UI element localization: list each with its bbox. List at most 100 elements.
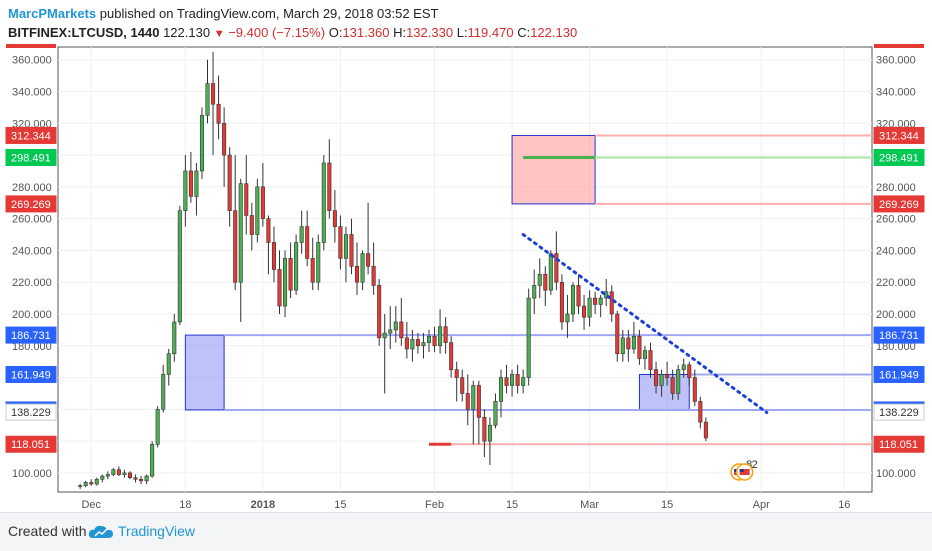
last-price: 122.130: [163, 25, 211, 40]
y-tick-label-right: 240.000: [876, 245, 916, 257]
level-label-right: 269.269: [879, 199, 919, 211]
candle-body: [454, 369, 459, 378]
low-value: 119.470: [467, 25, 514, 40]
candle-body: [94, 478, 99, 485]
candle-body: [271, 242, 276, 270]
candle-body: [548, 253, 553, 291]
x-tick-label: Apr: [753, 499, 770, 511]
level-badge-right: [873, 148, 925, 166]
candle-body: [698, 401, 703, 423]
candle-body: [532, 285, 537, 299]
candle-body: [260, 186, 265, 219]
candle-body: [100, 475, 105, 480]
candle-body: [216, 103, 221, 124]
y-tick-label-left: 320.000: [12, 118, 52, 130]
candle-body: [703, 421, 708, 439]
us-flag-canton: [739, 469, 744, 472]
candle-body: [626, 337, 631, 350]
y-tick-label-right: 200.000: [876, 309, 916, 321]
candle-body: [111, 469, 116, 475]
candle-body: [565, 313, 570, 323]
level-badge-left: [5, 126, 57, 144]
candle-body: [288, 258, 293, 291]
blue-zone-1: [638, 373, 690, 411]
candle-body: [526, 297, 531, 378]
plot-frame: [57, 46, 873, 493]
level-label-right: 298.491: [879, 152, 919, 164]
candle-body: [360, 253, 365, 283]
candle-body: [587, 297, 592, 318]
candle-body: [432, 335, 437, 347]
candle-body: [144, 475, 149, 482]
candle-body: [133, 477, 138, 480]
candle-body: [327, 162, 332, 211]
candle-body: [582, 305, 587, 318]
candle-body: [670, 377, 675, 394]
tradingview-cloud-icon: [88, 525, 113, 538]
candle-body: [255, 186, 260, 235]
level-label-left: 161.949: [11, 369, 51, 381]
y-tick-label-right: 220.000: [876, 277, 916, 289]
ohlc-line: BITFINEX:LTCUSD, 1440 122.130 ▼ −9.400 (…: [8, 23, 928, 42]
candle-body: [166, 353, 171, 375]
open-label: O:: [328, 25, 343, 40]
candle-body: [410, 339, 415, 350]
author-link[interactable]: MarcPMarkets: [8, 6, 97, 21]
level-label-left: 269.269: [11, 199, 51, 211]
candle-body: [266, 218, 271, 243]
y-tick-label-right: 340.000: [876, 87, 916, 99]
candle-body: [338, 226, 343, 259]
level-badge-left: [5, 403, 57, 421]
level-label-left: 138.229: [11, 407, 51, 419]
candle-body: [371, 266, 376, 286]
level-label-right: 186.731: [879, 330, 919, 342]
candle-body: [283, 258, 288, 307]
candle-body: [465, 393, 470, 410]
candle-body: [310, 258, 315, 283]
candle-body: [659, 374, 664, 386]
candle-body: [349, 234, 354, 267]
x-tick-label: 16: [838, 499, 850, 511]
high-label: H:: [393, 25, 407, 40]
level-badge-left: [5, 365, 57, 383]
y-tick-label-left: 200.000: [12, 309, 52, 321]
candle-body: [355, 266, 360, 283]
candle-body: [576, 285, 581, 307]
footer-bar: Created with TradingView: [0, 512, 932, 551]
candle-body: [676, 369, 681, 394]
candle-body: [366, 253, 371, 267]
candle-body: [615, 313, 620, 355]
candle-body: [332, 210, 337, 227]
candle-body: [692, 377, 697, 402]
candle-body: [105, 474, 110, 477]
candle-body: [155, 409, 160, 445]
close-label: C:: [517, 25, 531, 40]
symbol-label: BITFINEX:LTCUSD, 1440: [8, 25, 160, 40]
candle-body: [294, 242, 299, 291]
candle-body: [222, 122, 227, 156]
open-value: 131.360: [342, 25, 390, 40]
y-tick-label-right: 260.000: [876, 214, 916, 226]
candle-body: [249, 215, 254, 235]
candle-body: [493, 401, 498, 426]
candle-body: [570, 285, 575, 315]
candle-body: [150, 444, 155, 477]
us-flag-stripes: [739, 469, 750, 475]
price-chart[interactable]: 82100.000100.000120.000120.000140.000140…: [0, 44, 932, 512]
level-badge-right: [873, 365, 925, 383]
tradingview-brand[interactable]: TradingView: [118, 523, 196, 539]
y-tick-label-left: 100.000: [12, 468, 52, 480]
y-tick-label-left: 340.000: [12, 87, 52, 99]
candle-body: [188, 170, 193, 197]
candle-body: [122, 472, 127, 475]
candle-body: [604, 291, 609, 299]
candle-body: [404, 337, 409, 350]
candle-body: [139, 478, 144, 482]
candle-body: [537, 273, 542, 286]
y-tick-label-left: 260.000: [12, 214, 52, 226]
candle-body: [227, 154, 232, 211]
candle-body: [449, 342, 454, 370]
x-tick-label: 15: [506, 499, 518, 511]
level-label-right: 138.229: [879, 407, 919, 419]
level-label-left: 298.491: [11, 152, 51, 164]
